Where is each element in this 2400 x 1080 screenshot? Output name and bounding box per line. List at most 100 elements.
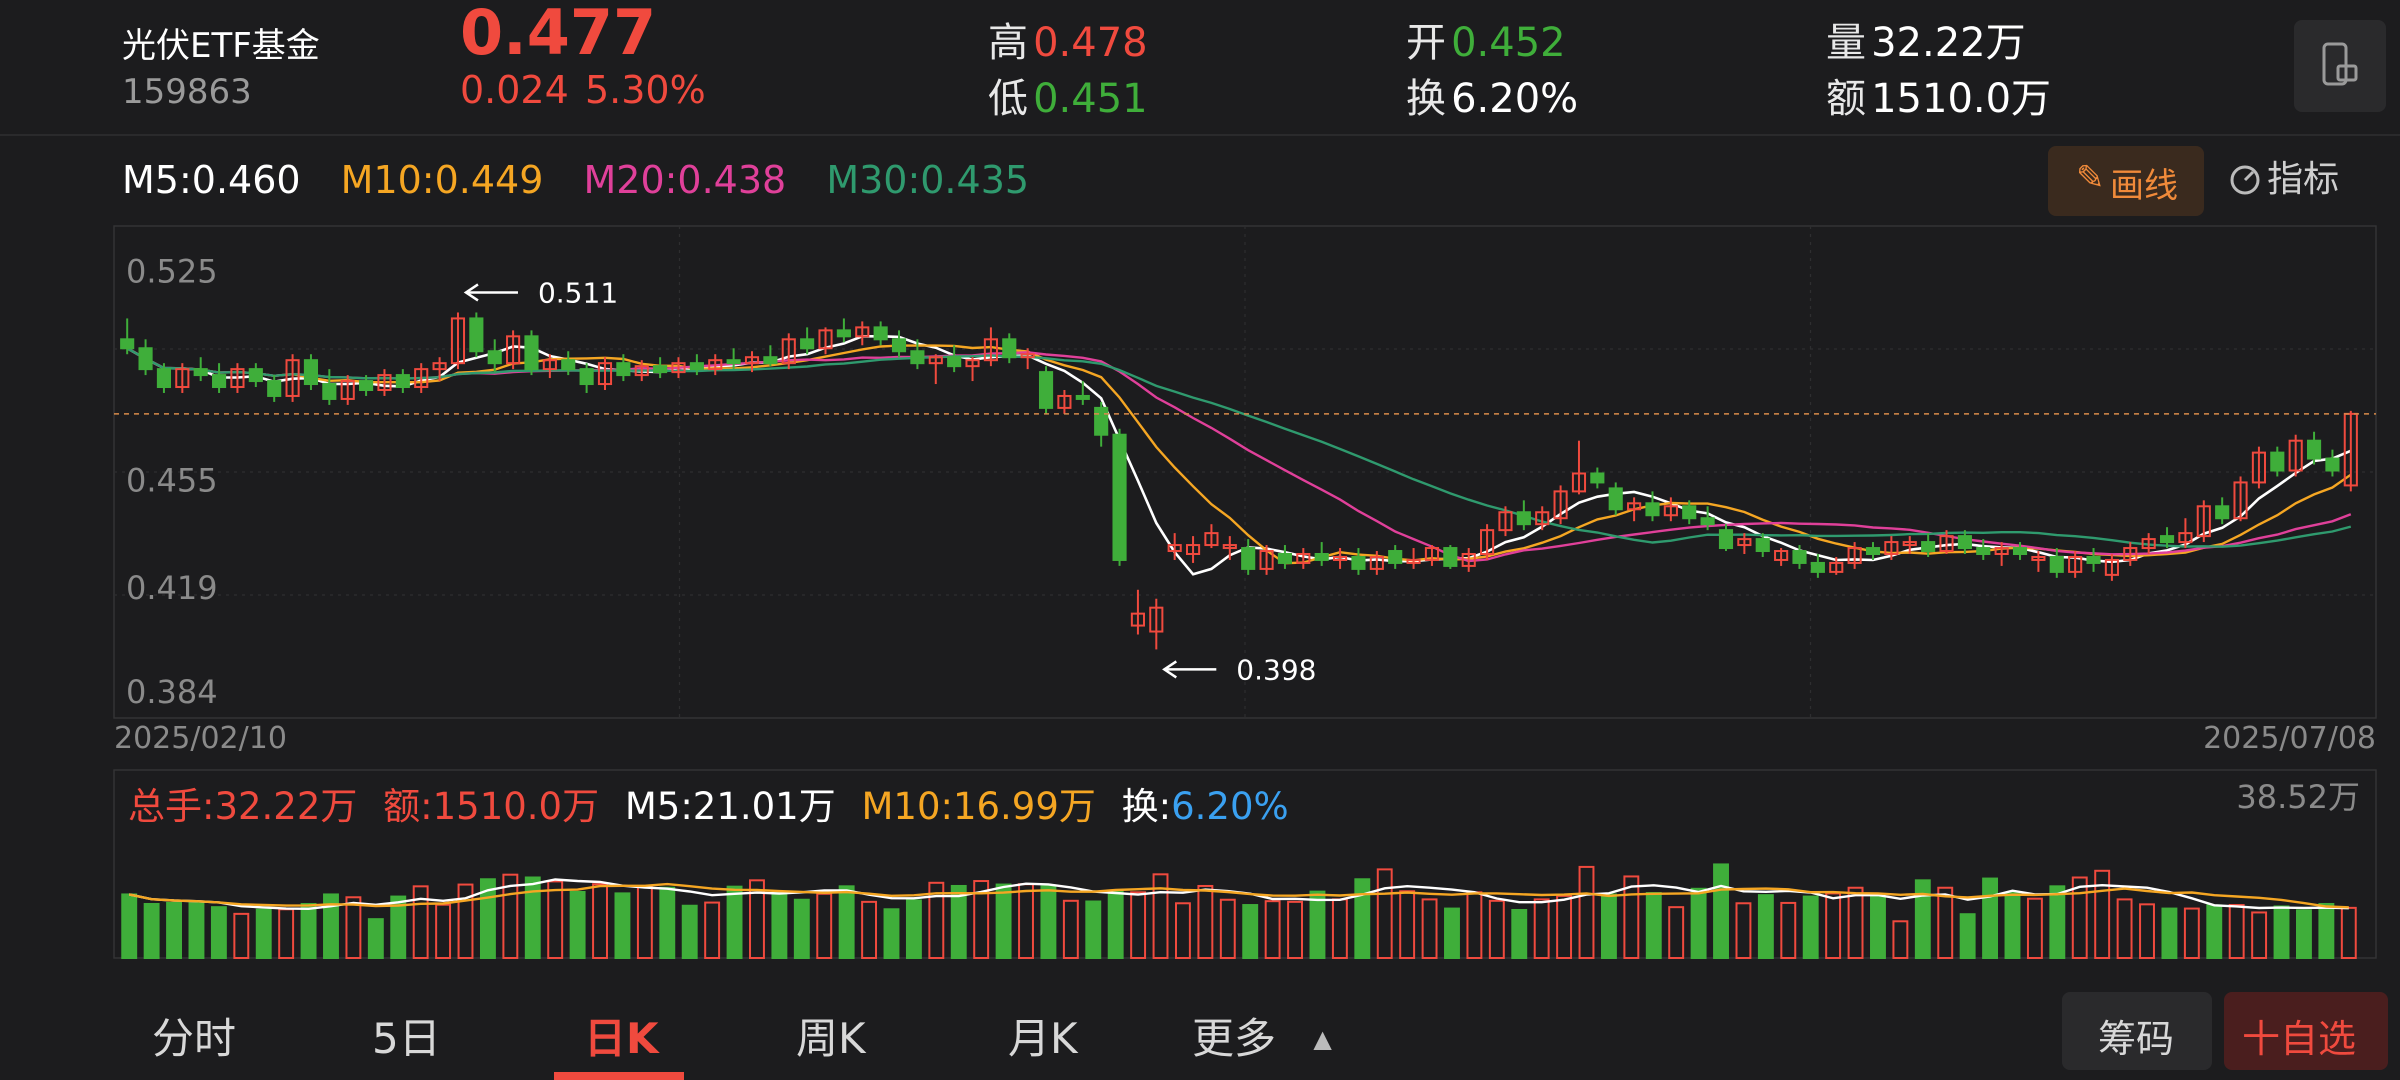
low-marker-label: 0.398: [1236, 653, 1316, 686]
volume-bar-93: [2206, 904, 2223, 959]
phone-rotate-icon: [2322, 42, 2358, 86]
tab-daily-k[interactable]: 日K: [584, 1014, 659, 1063]
volume-bar-9: [323, 893, 339, 960]
candle-body-1: [138, 347, 153, 371]
volume-bar-75: [1802, 895, 1819, 959]
candle-body-4: [193, 368, 208, 377]
candle-body-23: [542, 359, 557, 371]
candle-body-106: [2068, 555, 2083, 573]
candle-body-28: [634, 365, 649, 377]
candle-body-50: [1038, 371, 1054, 409]
indicator-button[interactable]: 指标: [2228, 150, 2339, 202]
high-label: 高: [988, 20, 1028, 66]
candle-body-116: [2251, 451, 2266, 484]
volume-bar-22: [614, 892, 631, 959]
volume-bar-6: [255, 908, 272, 959]
volume-bar-7: [278, 908, 295, 960]
candle-body-47: [983, 338, 998, 362]
candle-body-103: [2012, 547, 2028, 556]
candle-body-78: [1553, 490, 1568, 520]
candle-body-51: [1057, 394, 1072, 409]
tab-monthly-k[interactable]: 月K: [1008, 1014, 1078, 1063]
tab-5day[interactable]: 5日: [372, 1014, 441, 1063]
candle-body-70: [1406, 558, 1421, 564]
candle-body-32: [708, 359, 723, 371]
candle-body-85: [1682, 505, 1697, 520]
high-marker: 0.511: [463, 276, 618, 309]
volume-bar-48: [1197, 884, 1214, 960]
volume-bar-59: [1444, 907, 1460, 959]
volume-bar-44: [1107, 890, 1124, 960]
gauge-icon: [2230, 165, 2260, 195]
candle-body-42: [891, 338, 907, 353]
volume-bar-60: [1466, 891, 1483, 959]
candle-body-33: [726, 359, 741, 365]
candle-body-95: [1865, 547, 1881, 556]
candle-body-54: [1112, 433, 1127, 561]
volume-bar-88: [2094, 869, 2111, 959]
volume-bar-45: [1130, 891, 1147, 959]
volume-bar-61: [1488, 899, 1505, 959]
volume-bar-36: [928, 881, 945, 959]
candle-body-16: [414, 368, 429, 389]
candle-body-64: [1296, 553, 1311, 564]
volume-bar-64: [1556, 894, 1573, 959]
candle-body-55: [1130, 612, 1145, 627]
candle-body-100: [1957, 535, 1972, 550]
volume-bar-41: [1040, 885, 1057, 959]
ma10-line: [126, 344, 2352, 565]
volume-bar-0: [121, 893, 138, 960]
candle-body-9: [285, 359, 300, 397]
volume-turnover-value: 6.20%: [1171, 785, 1289, 828]
volume-bar-13: [412, 885, 429, 959]
candlestick-chart[interactable]: 0.525 0.455 0.419 0.384 0.511 0.398 2025…: [0, 0, 2400, 1000]
tab-more[interactable]: 更多 ▲: [1192, 1005, 1332, 1066]
candle-body-5: [212, 374, 227, 389]
x-start-date: 2025/02/10: [114, 721, 287, 756]
volume-bar-53: [1309, 890, 1326, 959]
tab-weekly-k[interactable]: 周K: [796, 1014, 866, 1063]
low-marker: 0.398: [1162, 653, 1316, 686]
volume-bar-47: [1174, 902, 1191, 960]
candle-body-52: [1075, 394, 1090, 400]
volume-bar-70: [1690, 887, 1707, 959]
volume-bar-17: [502, 873, 519, 960]
volume-bar-32: [838, 885, 855, 959]
candle-body-88: [1737, 538, 1752, 547]
candle-body-112: [2178, 532, 2193, 544]
candle-body-111: [2159, 535, 2175, 544]
volume-bar-77: [1847, 886, 1864, 960]
tab-fenshi[interactable]: 分时: [152, 1014, 237, 1063]
volume-bar-2: [166, 901, 183, 959]
y-tick-3: 0.384: [126, 673, 218, 711]
turnover-value: 6.20%: [1451, 76, 1579, 122]
amount-label: 额: [1826, 76, 1866, 122]
open-value: 0.452: [1451, 20, 1566, 66]
volume-bar-27: [726, 885, 743, 960]
volume-bar-56: [1376, 868, 1393, 959]
volume-bar-76: [1825, 892, 1842, 959]
volume-bar-30: [793, 898, 810, 960]
candle-body-19: [469, 317, 484, 353]
candle-body-68: [1369, 555, 1384, 570]
ma10-legend: M10:0.449: [340, 158, 544, 202]
low-label: 低: [988, 76, 1028, 122]
add-watchlist-button[interactable]: 十自选: [2224, 992, 2388, 1070]
candle-body-27: [616, 362, 631, 377]
candle-body-0: [120, 338, 135, 350]
candle-body-104: [2031, 555, 2046, 561]
volume-bar-67: [1623, 875, 1640, 960]
candles: [120, 312, 2358, 650]
draw-line-button[interactable]: ✎ 画线: [2048, 146, 2204, 216]
candle-body-91: [1792, 550, 1807, 564]
volume-bar-86: [2049, 885, 2066, 959]
candle-body-24: [561, 359, 576, 371]
candle-body-113: [2196, 505, 2211, 538]
chips-button[interactable]: 筹码: [2062, 992, 2212, 1070]
candle-body-65: [1314, 553, 1329, 561]
candle-body-97: [1902, 541, 1917, 547]
low-value: 0.451: [1033, 76, 1148, 122]
current-price: 0.477: [460, 0, 657, 69]
landscape-toggle-button[interactable]: [2294, 20, 2386, 112]
volume-bar-90: [2139, 903, 2155, 959]
